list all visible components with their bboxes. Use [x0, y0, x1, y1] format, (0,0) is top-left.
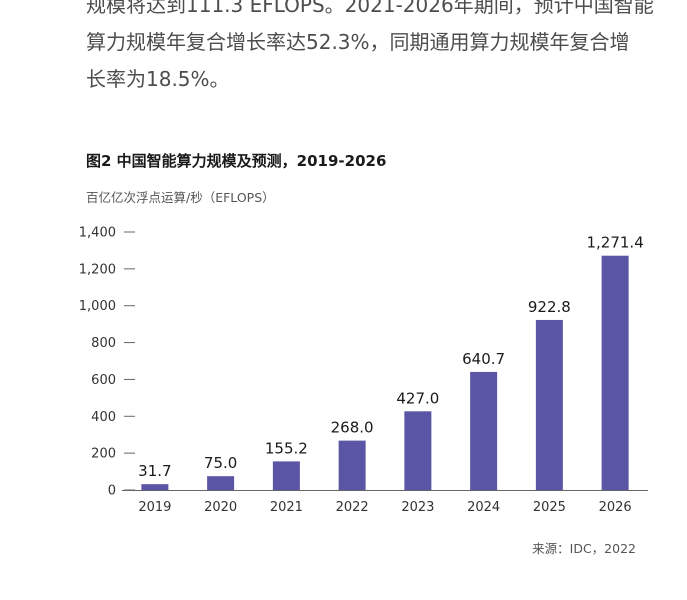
y-axis: 0 200 400 600 800 1,000 1,200 1,400 — [79, 226, 135, 499]
bar-2025 — [535, 319, 563, 490]
y-tick-label: 200 — [91, 447, 116, 462]
y-tick-label: 400 — [91, 410, 116, 425]
y-tick-label: 1,000 — [79, 299, 116, 314]
x-tick-label: 2022 — [336, 500, 369, 515]
data-label-2023: 427.0 — [396, 389, 439, 407]
bar-2023 — [404, 411, 432, 490]
bar-2021 — [272, 461, 300, 490]
y-tick-label: 1,400 — [79, 226, 116, 241]
x-tick-label: 2024 — [467, 500, 500, 515]
data-label-2024: 640.7 — [462, 350, 505, 368]
y-tick-label: 600 — [91, 373, 116, 388]
x-tick-label: 2023 — [401, 500, 434, 515]
bar-2019 — [141, 484, 169, 490]
data-label-2026: 1,271.4 — [586, 234, 643, 252]
data-label-2022: 268.0 — [331, 419, 374, 437]
data-label-2019: 31.7 — [138, 462, 171, 480]
data-label-2020: 75.0 — [204, 454, 237, 472]
paragraph-line-3: 长率为18.5%。 — [86, 67, 230, 91]
x-tick-label: 2021 — [270, 500, 303, 515]
data-label-2021: 155.2 — [265, 439, 308, 457]
y-axis-unit-label: 百亿亿次浮点运算/秒（EFLOPS） — [86, 190, 275, 205]
bars-group: 31.7 75.0 155.2 268.0 427.0 640.7 922.8 1,271.4 — [138, 234, 644, 490]
paragraph-line-1: 规模将达到111.3 EFLOPS。2021-2026年期间，预计中国智能 — [86, 0, 654, 17]
paragraph-line-2: 算力规模年复合增长率达52.3%，同期通用算力规模年复合增 — [86, 30, 630, 54]
x-tick-label: 2019 — [138, 500, 171, 515]
y-tick-label: 1,200 — [79, 262, 116, 277]
y-tick-label: 800 — [91, 336, 116, 351]
y-tick-label: 0 — [108, 484, 116, 499]
bar-2026 — [601, 255, 629, 490]
bar-2024 — [470, 371, 498, 490]
source-note: 来源：IDC，2022 — [532, 541, 636, 556]
data-label-2025: 922.8 — [528, 298, 571, 316]
x-tick-label: 2020 — [204, 500, 237, 515]
x-tick-label: 2025 — [533, 500, 566, 515]
x-tick-label: 2026 — [599, 500, 632, 515]
intro-paragraph: 规模将达到111.3 EFLOPS。2021-2026年期间，预计中国智能 算力… — [86, 0, 656, 98]
bar-2022 — [338, 440, 366, 490]
bar-2020 — [207, 476, 235, 490]
x-axis: 2019 2020 2021 2022 2023 2024 2025 2026 — [122, 490, 648, 515]
figure-title: 图2 中国智能算力规模及预测，2019-2026 — [86, 152, 387, 170]
